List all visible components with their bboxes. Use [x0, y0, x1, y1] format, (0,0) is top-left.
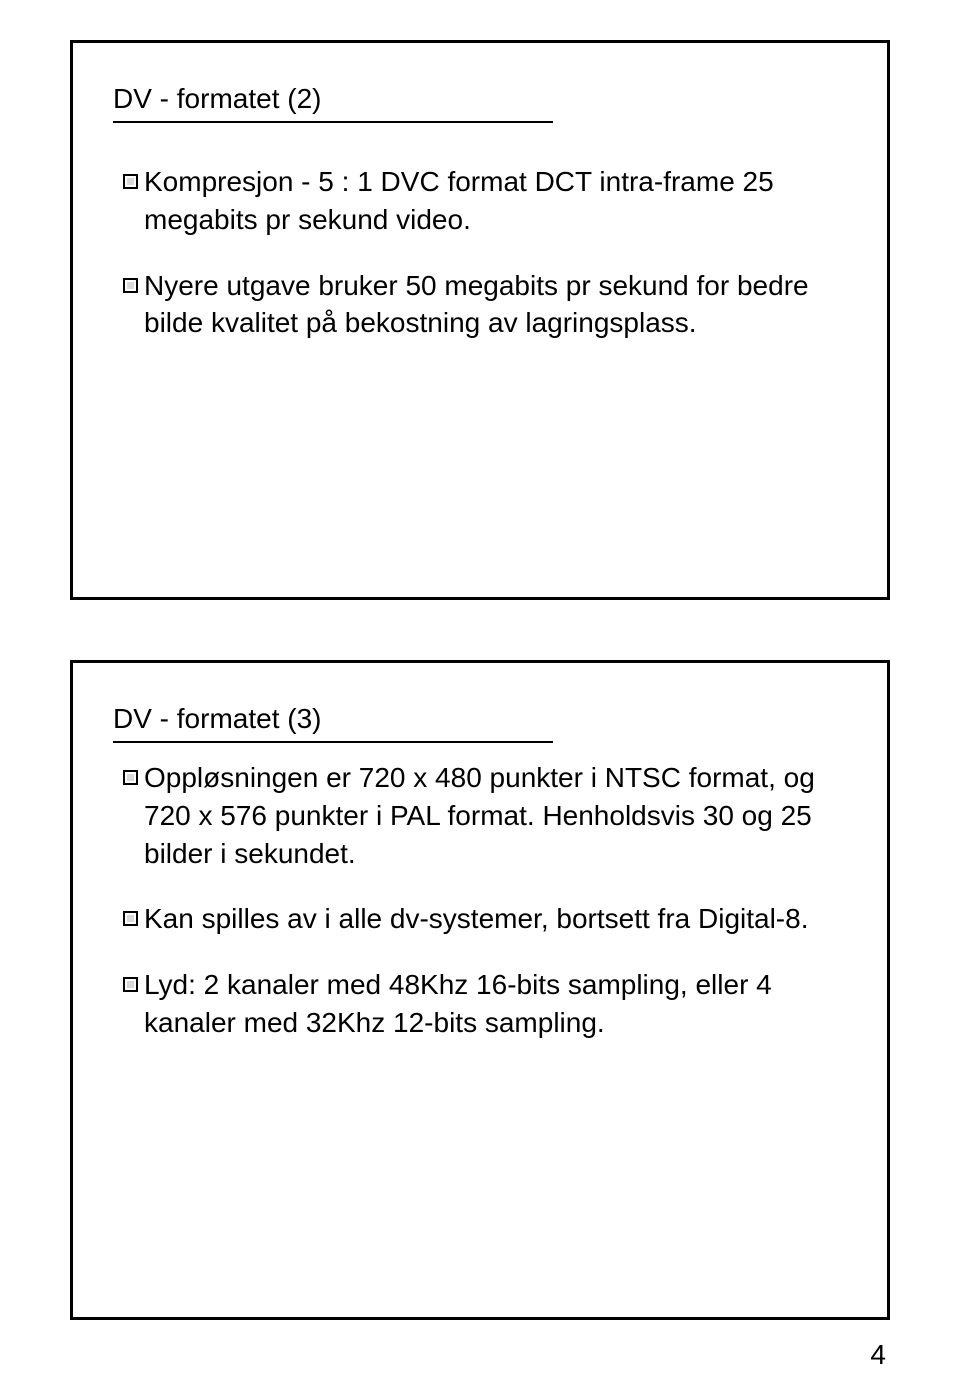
- bullet-square-icon: [123, 770, 138, 785]
- title-underline: [113, 121, 553, 123]
- bullet-text: Kan spilles av i alle dv-systemer, borts…: [144, 900, 827, 938]
- page-number: 4: [870, 1339, 886, 1371]
- list-item: Lyd: 2 kanaler med 48Khz 16-bits samplin…: [123, 966, 827, 1042]
- bullet-square-icon: [123, 174, 138, 189]
- bullet-square-icon: [123, 911, 138, 926]
- slide-1: DV - formatet (2) Kompresjon - 5 : 1 DVC…: [70, 40, 890, 600]
- bullet-text: Lyd: 2 kanaler med 48Khz 16-bits samplin…: [144, 966, 827, 1042]
- bullet-square-icon: [123, 977, 138, 992]
- slide-body: Kompresjon - 5 : 1 DVC format DCT intra-…: [73, 163, 887, 342]
- bullet-text: Nyere utgave bruker 50 megabits pr sekun…: [144, 267, 827, 343]
- bullet-square-icon: [123, 278, 138, 293]
- slide-title: DV - formatet (3): [73, 663, 887, 741]
- bullet-text: Oppløsningen er 720 x 480 punkter i NTSC…: [144, 759, 827, 872]
- list-item: Oppløsningen er 720 x 480 punkter i NTSC…: [123, 759, 827, 872]
- slide-body: Oppløsningen er 720 x 480 punkter i NTSC…: [73, 759, 887, 1042]
- list-item: Nyere utgave bruker 50 megabits pr sekun…: [123, 267, 827, 343]
- list-item: Kan spilles av i alle dv-systemer, borts…: [123, 900, 827, 938]
- title-underline: [113, 741, 553, 743]
- slide-title: DV - formatet (2): [73, 43, 887, 121]
- bullet-text: Kompresjon - 5 : 1 DVC format DCT intra-…: [144, 163, 827, 239]
- list-item: Kompresjon - 5 : 1 DVC format DCT intra-…: [123, 163, 827, 239]
- slide-2: DV - formatet (3) Oppløsningen er 720 x …: [70, 660, 890, 1320]
